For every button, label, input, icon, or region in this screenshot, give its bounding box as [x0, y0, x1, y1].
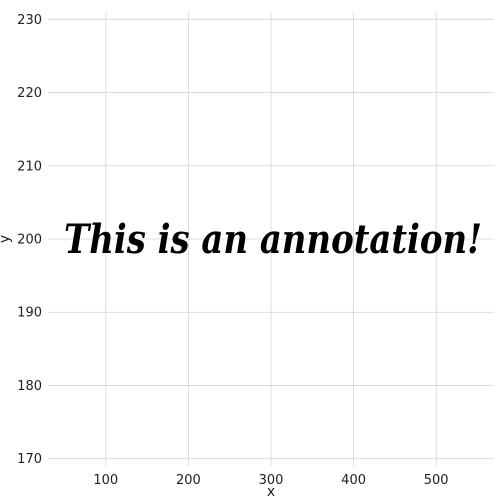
x-tick-label: 400: [341, 473, 366, 488]
grid-lines: [48, 12, 494, 466]
y-tick-label: 190: [17, 306, 42, 321]
y-tick-label: 220: [17, 86, 42, 101]
y-tick-label: 200: [17, 233, 42, 248]
x-tick-label: 300: [259, 473, 284, 488]
annotation-text: This is an annotation!: [64, 216, 482, 263]
x-axis-label: x: [267, 484, 275, 500]
annotations: This is an annotation!: [64, 216, 482, 263]
y-tick-label: 170: [17, 452, 42, 467]
tick-labels: 100 200 300 400 500 170 180 190 200 210 220 230: [17, 13, 448, 488]
x-tick-label: 200: [176, 473, 201, 488]
y-tick-label: 210: [17, 159, 42, 174]
y-tick-label: 230: [17, 13, 42, 28]
x-tick-label: 100: [93, 473, 118, 488]
x-tick-label: 500: [424, 473, 449, 488]
y-axis-label: y: [0, 235, 13, 243]
y-tick-label: 180: [17, 379, 42, 394]
